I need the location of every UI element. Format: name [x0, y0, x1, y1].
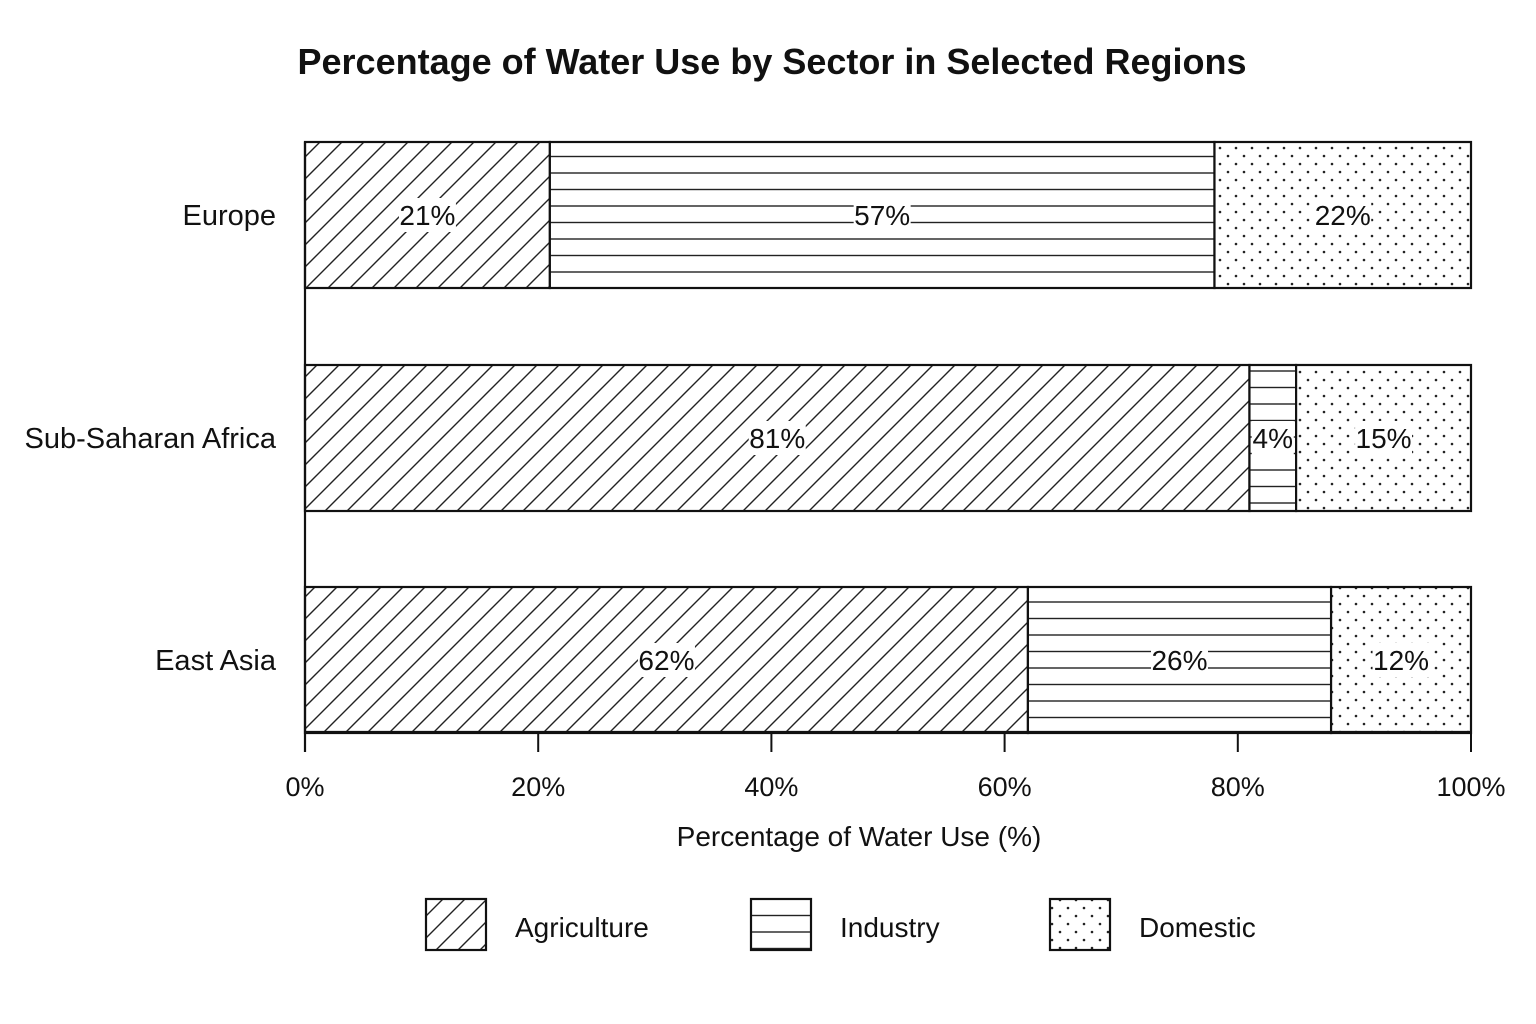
- data-label-bg-sub-saharan-africa-agriculture: [748, 421, 806, 455]
- category-label-europe: Europe: [182, 200, 276, 232]
- data-label-sub-saharan-africa-domestic: 15%: [1356, 423, 1412, 454]
- x-tick-label-2: 40%: [744, 772, 798, 802]
- data-label-europe-industry: 57%: [854, 200, 910, 231]
- legend-swatch-agriculture: [424, 897, 488, 952]
- x-tick-label-5: 100%: [1436, 772, 1505, 802]
- chart-title: Percentage of Water Use by Sector in Sel…: [298, 41, 1247, 82]
- legend-label-agriculture: Agriculture: [515, 912, 649, 943]
- legend: Agriculture Industry Domestic: [424, 897, 1256, 952]
- category-label-sub-saharan-africa: Sub-Saharan Africa: [25, 423, 277, 455]
- category-label-east-asia: East Asia: [155, 645, 277, 677]
- data-label-europe-domestic: 22%: [1315, 200, 1371, 231]
- data-label-bg-east-asia-domestic: [1372, 643, 1430, 677]
- data-label-east-asia-agriculture: 62%: [638, 645, 694, 676]
- data-label-bg-sub-saharan-africa-domestic: [1355, 421, 1413, 455]
- data-label-bg-sub-saharan-africa-industry: [1251, 421, 1294, 455]
- x-tick-label-0: 0%: [285, 772, 324, 802]
- x-tick-label-1: 20%: [511, 772, 565, 802]
- data-label-europe-agriculture: 21%: [399, 200, 455, 231]
- legend-label-industry: Industry: [840, 912, 940, 943]
- data-label-east-asia-industry: 26%: [1151, 645, 1207, 676]
- bars-layer: Europe 21% 57% 22% Sub-Saharan Africa 81% 4% 15…: [25, 140, 1473, 735]
- data-label-east-asia-domestic: 12%: [1373, 645, 1429, 676]
- data-label-bg-europe-domestic: [1314, 198, 1372, 232]
- data-label-bg-europe-industry: [853, 198, 911, 232]
- data-label-bg-east-asia-industry: [1151, 643, 1208, 677]
- data-label-bg-europe-agriculture: [398, 198, 456, 232]
- x-tick-label-3: 60%: [978, 772, 1032, 802]
- data-label-sub-saharan-africa-agriculture: 81%: [749, 423, 805, 454]
- legend-swatch-industry: [749, 897, 813, 952]
- data-label-sub-saharan-africa-industry: 4%: [1253, 423, 1293, 454]
- x-axis-title: Percentage of Water Use (%): [677, 821, 1042, 852]
- x-tick-label-4: 80%: [1211, 772, 1265, 802]
- legend-swatch-domestic: [1048, 897, 1112, 952]
- x-axis: 0% 20% 40% 60% 80% 100%: [285, 142, 1506, 802]
- data-label-bg-east-asia-agriculture: [637, 643, 695, 677]
- legend-label-domestic: Domestic: [1139, 912, 1256, 943]
